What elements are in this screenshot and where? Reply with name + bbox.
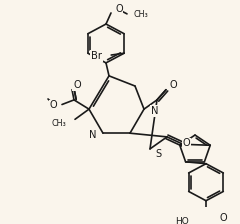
Text: O: O	[73, 80, 81, 90]
Text: O: O	[49, 100, 57, 110]
Text: CH₃: CH₃	[133, 10, 148, 19]
Text: O: O	[170, 80, 178, 90]
Text: HO: HO	[175, 218, 189, 224]
Text: O: O	[115, 4, 123, 14]
Text: N: N	[151, 106, 158, 116]
Text: O: O	[183, 138, 190, 149]
Text: CH₃: CH₃	[51, 118, 66, 127]
Text: Br: Br	[91, 51, 102, 61]
Text: O: O	[219, 213, 227, 223]
Text: N: N	[89, 130, 96, 140]
Text: S: S	[155, 149, 161, 159]
